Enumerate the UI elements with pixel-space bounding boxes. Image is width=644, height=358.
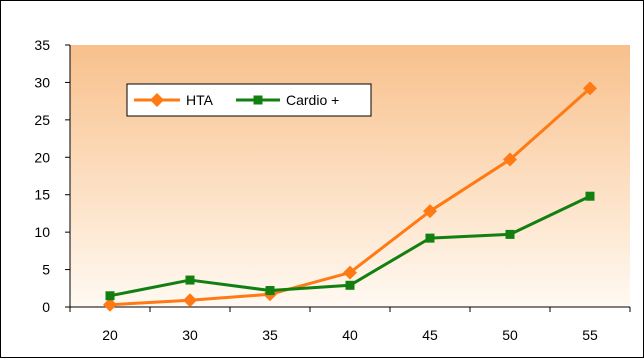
y-tick-label: 0 [42,299,50,315]
legend-marker [150,93,164,107]
data-point [505,229,515,239]
data-point [503,152,517,167]
x-tick-label: 45 [422,327,438,343]
data-point [345,280,355,290]
x-tick-label: 20 [102,327,118,343]
y-tick-label: 35 [34,37,50,53]
x-tick-label: 50 [502,327,518,343]
y-tick-label: 5 [42,262,50,278]
data-point [425,233,435,243]
y-tick-label: 20 [34,149,50,165]
data-point [265,286,275,296]
x-tick-label: 35 [262,327,278,343]
y-tick-label: 15 [34,187,50,203]
series-cardio [105,191,595,301]
legend-label: HTA [186,92,214,108]
data-point [185,275,195,285]
x-tick-label: 30 [182,327,198,343]
y-tick-label: 10 [34,224,50,240]
data-point [585,191,595,201]
data-point [183,293,197,308]
data-point [423,204,437,219]
legend-marker [253,95,263,105]
data-point [103,297,117,312]
x-tick-label: 40 [342,327,358,343]
data-point [105,291,115,301]
x-tick-label: 55 [582,327,598,343]
y-tick-label: 30 [34,74,50,90]
data-point [583,81,597,96]
data-point [343,265,357,280]
legend-label: Cardio + [286,92,339,108]
legend: HTA Cardio + [126,83,372,117]
y-tick-label: 25 [34,112,50,128]
